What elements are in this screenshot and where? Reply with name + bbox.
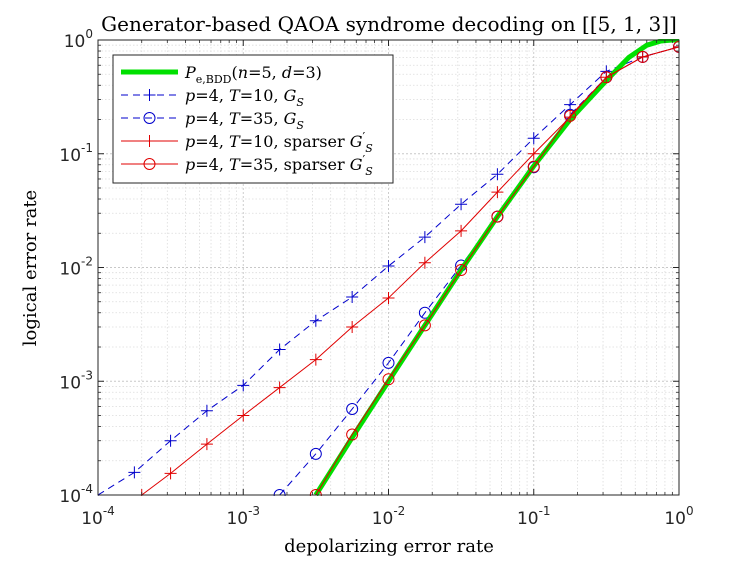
series-p4t35s bbox=[309, 40, 679, 496]
x-tick-label: 10-3 bbox=[226, 504, 260, 529]
data-point-p4t10 bbox=[200, 404, 213, 417]
legend-entry-p4t35: p=4, T=35, GS bbox=[121, 109, 304, 132]
series-line-p4t35 bbox=[279, 46, 679, 496]
series-bdd bbox=[313, 39, 679, 496]
data-point-p4t10s bbox=[455, 224, 468, 237]
data-point-p4t10 bbox=[382, 260, 395, 273]
chart-title: Generator-based QAOA syndrome decoding o… bbox=[101, 12, 677, 36]
data-point-p4t10s bbox=[527, 147, 540, 160]
legend-entry-p4t10: p=4, T=10, GS bbox=[121, 86, 304, 109]
data-point-p4t10 bbox=[346, 291, 359, 304]
axis-ticks bbox=[97, 39, 680, 496]
data-point-p4t10 bbox=[309, 314, 322, 327]
legend-box bbox=[112, 54, 394, 184]
data-point-p4t10s bbox=[309, 353, 322, 366]
legend-label-p4t35: p=4, T=35, GS bbox=[185, 109, 304, 132]
data-point-p4t35 bbox=[309, 447, 322, 460]
x-tick-label: 10-2 bbox=[372, 504, 406, 529]
series-line-bdd bbox=[313, 39, 679, 496]
y-tick-label: 10-3 bbox=[59, 368, 93, 393]
legend-swatch-marker bbox=[143, 135, 156, 147]
series-line-p4t35s bbox=[315, 46, 679, 496]
legend-label-p4t10: p=4, T=10, GS bbox=[185, 86, 304, 109]
data-point-p4t35s bbox=[491, 210, 504, 223]
data-point-p4t10 bbox=[164, 434, 177, 447]
legend-label-bdd: Pe,BDD(n=5, d=3) bbox=[184, 63, 322, 86]
data-point-p4t10 bbox=[273, 343, 286, 356]
x-tick-label: 10-4 bbox=[81, 504, 115, 529]
data-point-p4t10s bbox=[200, 438, 213, 451]
series-layer bbox=[98, 39, 679, 496]
y-tick-label: 10-4 bbox=[59, 482, 93, 507]
data-point-p4t35 bbox=[346, 403, 359, 416]
data-point-p4t35s bbox=[636, 50, 649, 63]
y-tick-label: 10-2 bbox=[59, 255, 93, 280]
data-point-p4t35s bbox=[527, 160, 540, 173]
data-point-p4t35s bbox=[600, 71, 613, 84]
tick-labels: 10-4 10-3 10-2 10-1 100 10-4 10-3 10-2 10-1 100 bbox=[59, 27, 693, 529]
data-point-p4t10 bbox=[527, 132, 540, 145]
data-point-p4t35s bbox=[382, 373, 395, 386]
data-point-p4t35s bbox=[418, 319, 431, 332]
legend-entry-bdd: Pe,BDD(n=5, d=3) bbox=[121, 63, 322, 86]
data-point-p4t35s bbox=[673, 40, 679, 53]
data-point-p4t35s bbox=[455, 264, 468, 277]
x-tick-label: 10-1 bbox=[517, 504, 551, 529]
data-point-p4t10s bbox=[673, 40, 679, 53]
data-point-p4t10s bbox=[382, 291, 395, 304]
data-point-p4t10s bbox=[164, 467, 177, 480]
data-point-p4t10s bbox=[237, 409, 250, 422]
legend-entry-p4t35s: p=4, T=35, sparser G′S bbox=[121, 153, 373, 178]
data-point-p4t35s bbox=[564, 109, 577, 122]
legend-swatch-marker bbox=[143, 112, 156, 124]
x-tick-label: 100 bbox=[664, 504, 693, 529]
series-line-p4t10 bbox=[98, 46, 679, 496]
data-point-p4t10 bbox=[455, 198, 468, 211]
data-point-p4t10s bbox=[346, 320, 359, 333]
data-point-p4t10 bbox=[237, 379, 250, 392]
legend-label-p4t35s: p=4, T=35, sparser G′S bbox=[185, 153, 373, 178]
data-point-p4t10s bbox=[273, 381, 286, 394]
data-point-p4t10s bbox=[418, 256, 431, 269]
data-point-p4t10 bbox=[491, 168, 504, 181]
y-axis-label: logical error rate bbox=[20, 190, 41, 346]
legend-entry-p4t10s: p=4, T=10, sparser G′S bbox=[121, 130, 373, 155]
data-point-p4t35 bbox=[382, 356, 395, 369]
data-point-p4t10s bbox=[491, 186, 504, 199]
data-point-p4t10 bbox=[564, 98, 577, 111]
legend-label-p4t10s: p=4, T=10, sparser G′S bbox=[185, 130, 373, 155]
legend: Pe,BDD(n=5, d=3)p=4, T=10, GSp=4, T=35, … bbox=[112, 54, 394, 184]
legend-swatch-marker bbox=[143, 158, 156, 170]
y-tick-label: 100 bbox=[64, 27, 93, 52]
data-point-p4t10 bbox=[128, 466, 141, 479]
data-point-p4t10 bbox=[418, 231, 431, 244]
x-axis-label: depolarizing error rate bbox=[284, 536, 494, 557]
legend-swatch-marker bbox=[143, 89, 156, 101]
data-point-p4t35s bbox=[346, 428, 359, 441]
y-tick-label: 10-1 bbox=[59, 141, 93, 166]
